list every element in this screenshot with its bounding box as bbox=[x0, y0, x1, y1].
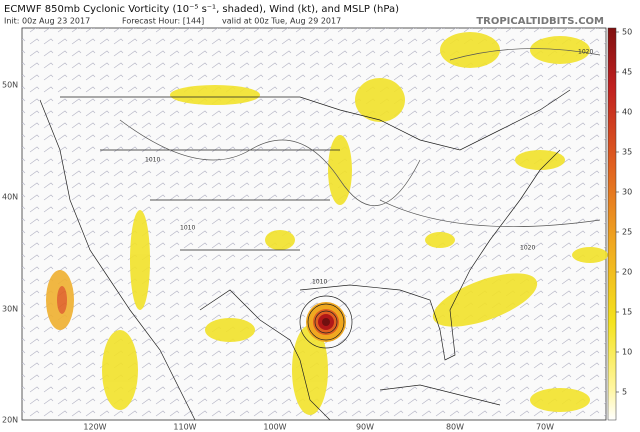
colorbar-tick-label: 20 bbox=[622, 268, 632, 277]
longitude-label: 100W bbox=[263, 423, 286, 432]
colorbar-tick-label: 25 bbox=[622, 228, 632, 237]
longitude-label: 110W bbox=[173, 423, 196, 432]
longitude-label: 120W bbox=[83, 423, 106, 432]
colorbar-tick-label: 10 bbox=[622, 348, 632, 357]
longitude-label: 90W bbox=[356, 423, 374, 432]
latitude-label: 20N bbox=[2, 416, 18, 425]
isobar-label: 1010 bbox=[180, 225, 195, 232]
title: ECMWF 850mb Cyclonic Vorticity (10⁻⁵ s⁻¹… bbox=[4, 4, 399, 15]
longitude-label: 70W bbox=[536, 423, 554, 432]
map bbox=[21, 27, 608, 421]
colorbar-tick-label: 45 bbox=[622, 68, 632, 77]
valid-time: valid at 00z Tue, Aug 29 2017 bbox=[222, 17, 341, 26]
latitude-label: 30N bbox=[2, 305, 18, 314]
colorbar-tick-label: 15 bbox=[622, 308, 632, 317]
colorbar-tick-label: 5 bbox=[622, 388, 627, 397]
watermark: TROPICALTIDBITS.COM bbox=[476, 16, 604, 27]
colorbar-tick-label: 40 bbox=[622, 108, 632, 117]
latitude-label: 40N bbox=[2, 193, 18, 202]
colorbar-tick-label: 30 bbox=[622, 188, 632, 197]
colorbar-tick-label: 50 bbox=[622, 28, 632, 37]
isobar-label: 1010 bbox=[145, 157, 160, 164]
isobar-label: 1010 bbox=[312, 279, 327, 286]
colorbar bbox=[607, 27, 617, 421]
latitude-label: 50N bbox=[2, 81, 18, 90]
colorbar-tick-label: 35 bbox=[622, 148, 632, 157]
isobar-label: 1020 bbox=[520, 245, 535, 252]
longitude-label: 80W bbox=[446, 423, 464, 432]
init-time: Init: 00z Aug 23 2017 bbox=[4, 17, 90, 26]
forecast-hour: Forecast Hour: [144] bbox=[122, 17, 204, 26]
isobar-label: 1020 bbox=[578, 49, 593, 56]
